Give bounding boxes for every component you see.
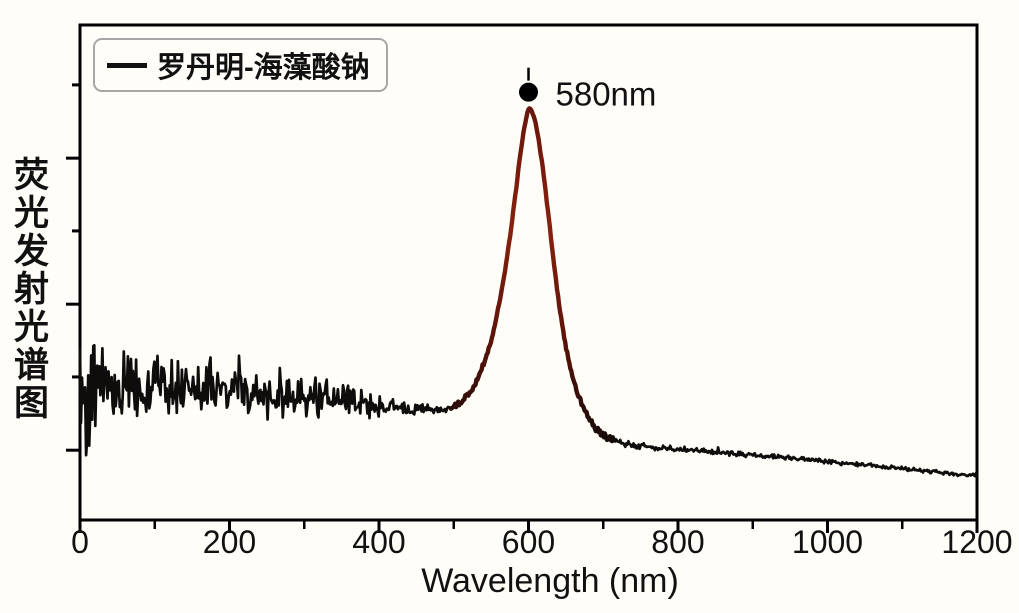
x-axis-title: Wavelength (nm)	[421, 562, 679, 600]
x-tick-label: 200	[203, 524, 256, 560]
x-tick-label: 0	[71, 524, 89, 560]
spectrum-peak-segment	[448, 106, 615, 444]
x-tick-label: 400	[352, 524, 405, 560]
y-ticks	[66, 83, 80, 452]
y-axis-title: 荧光发射光谱图	[9, 156, 48, 422]
legend-label: 罗丹明-海藻酸钠	[157, 52, 370, 84]
legend: 罗丹明-海藻酸钠	[93, 38, 388, 92]
peak-marker-dot	[519, 82, 538, 102]
x-tick-label: 1200	[941, 524, 1012, 560]
x-tick-labels: 0 200 400 600 800 1000 1200	[71, 524, 1012, 560]
x-tick-label: 800	[651, 524, 704, 560]
legend-line-sample	[107, 62, 147, 68]
x-ticks	[78, 520, 979, 533]
x-tick-label: 1000	[792, 524, 863, 560]
spectrum-trace	[78, 343, 979, 478]
x-tick-label: 600	[502, 524, 555, 560]
peak-annotation-label: 580nm	[556, 76, 657, 113]
